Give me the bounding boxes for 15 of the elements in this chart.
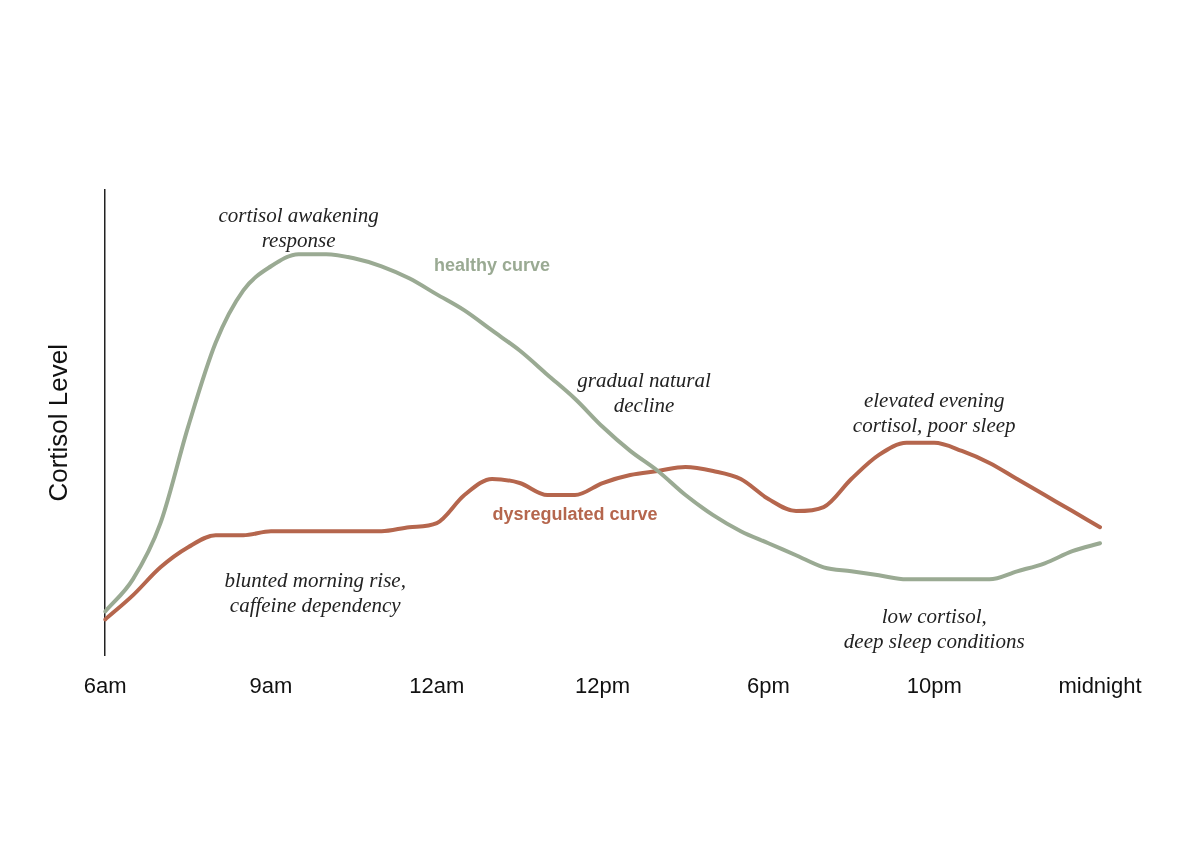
x-tick-label: 6pm <box>747 672 790 698</box>
x-tick-label: 12pm <box>575 672 631 698</box>
annotation: gradual natural decline <box>577 367 712 417</box>
x-tick-label: 9am <box>249 672 293 698</box>
series-label: dysregulated curve <box>492 504 658 525</box>
text: cortisol awakening response <box>218 203 379 253</box>
y-axis-title: Cortisol Level <box>42 344 73 502</box>
annotation: low cortisol, deep sleep conditions <box>843 604 1025 654</box>
x-tick-label: 10pm <box>906 672 962 698</box>
x-tick-label: midnight <box>1058 672 1142 698</box>
x-tick-label: 6am <box>83 672 127 698</box>
series-label: healthy curve <box>434 255 551 276</box>
x-tick-label: 12am <box>409 672 465 698</box>
annotation: elevated evening cortisol, poor sleep <box>852 387 1016 437</box>
annotation: blunted morning rise, caffeine dependency <box>224 568 406 618</box>
